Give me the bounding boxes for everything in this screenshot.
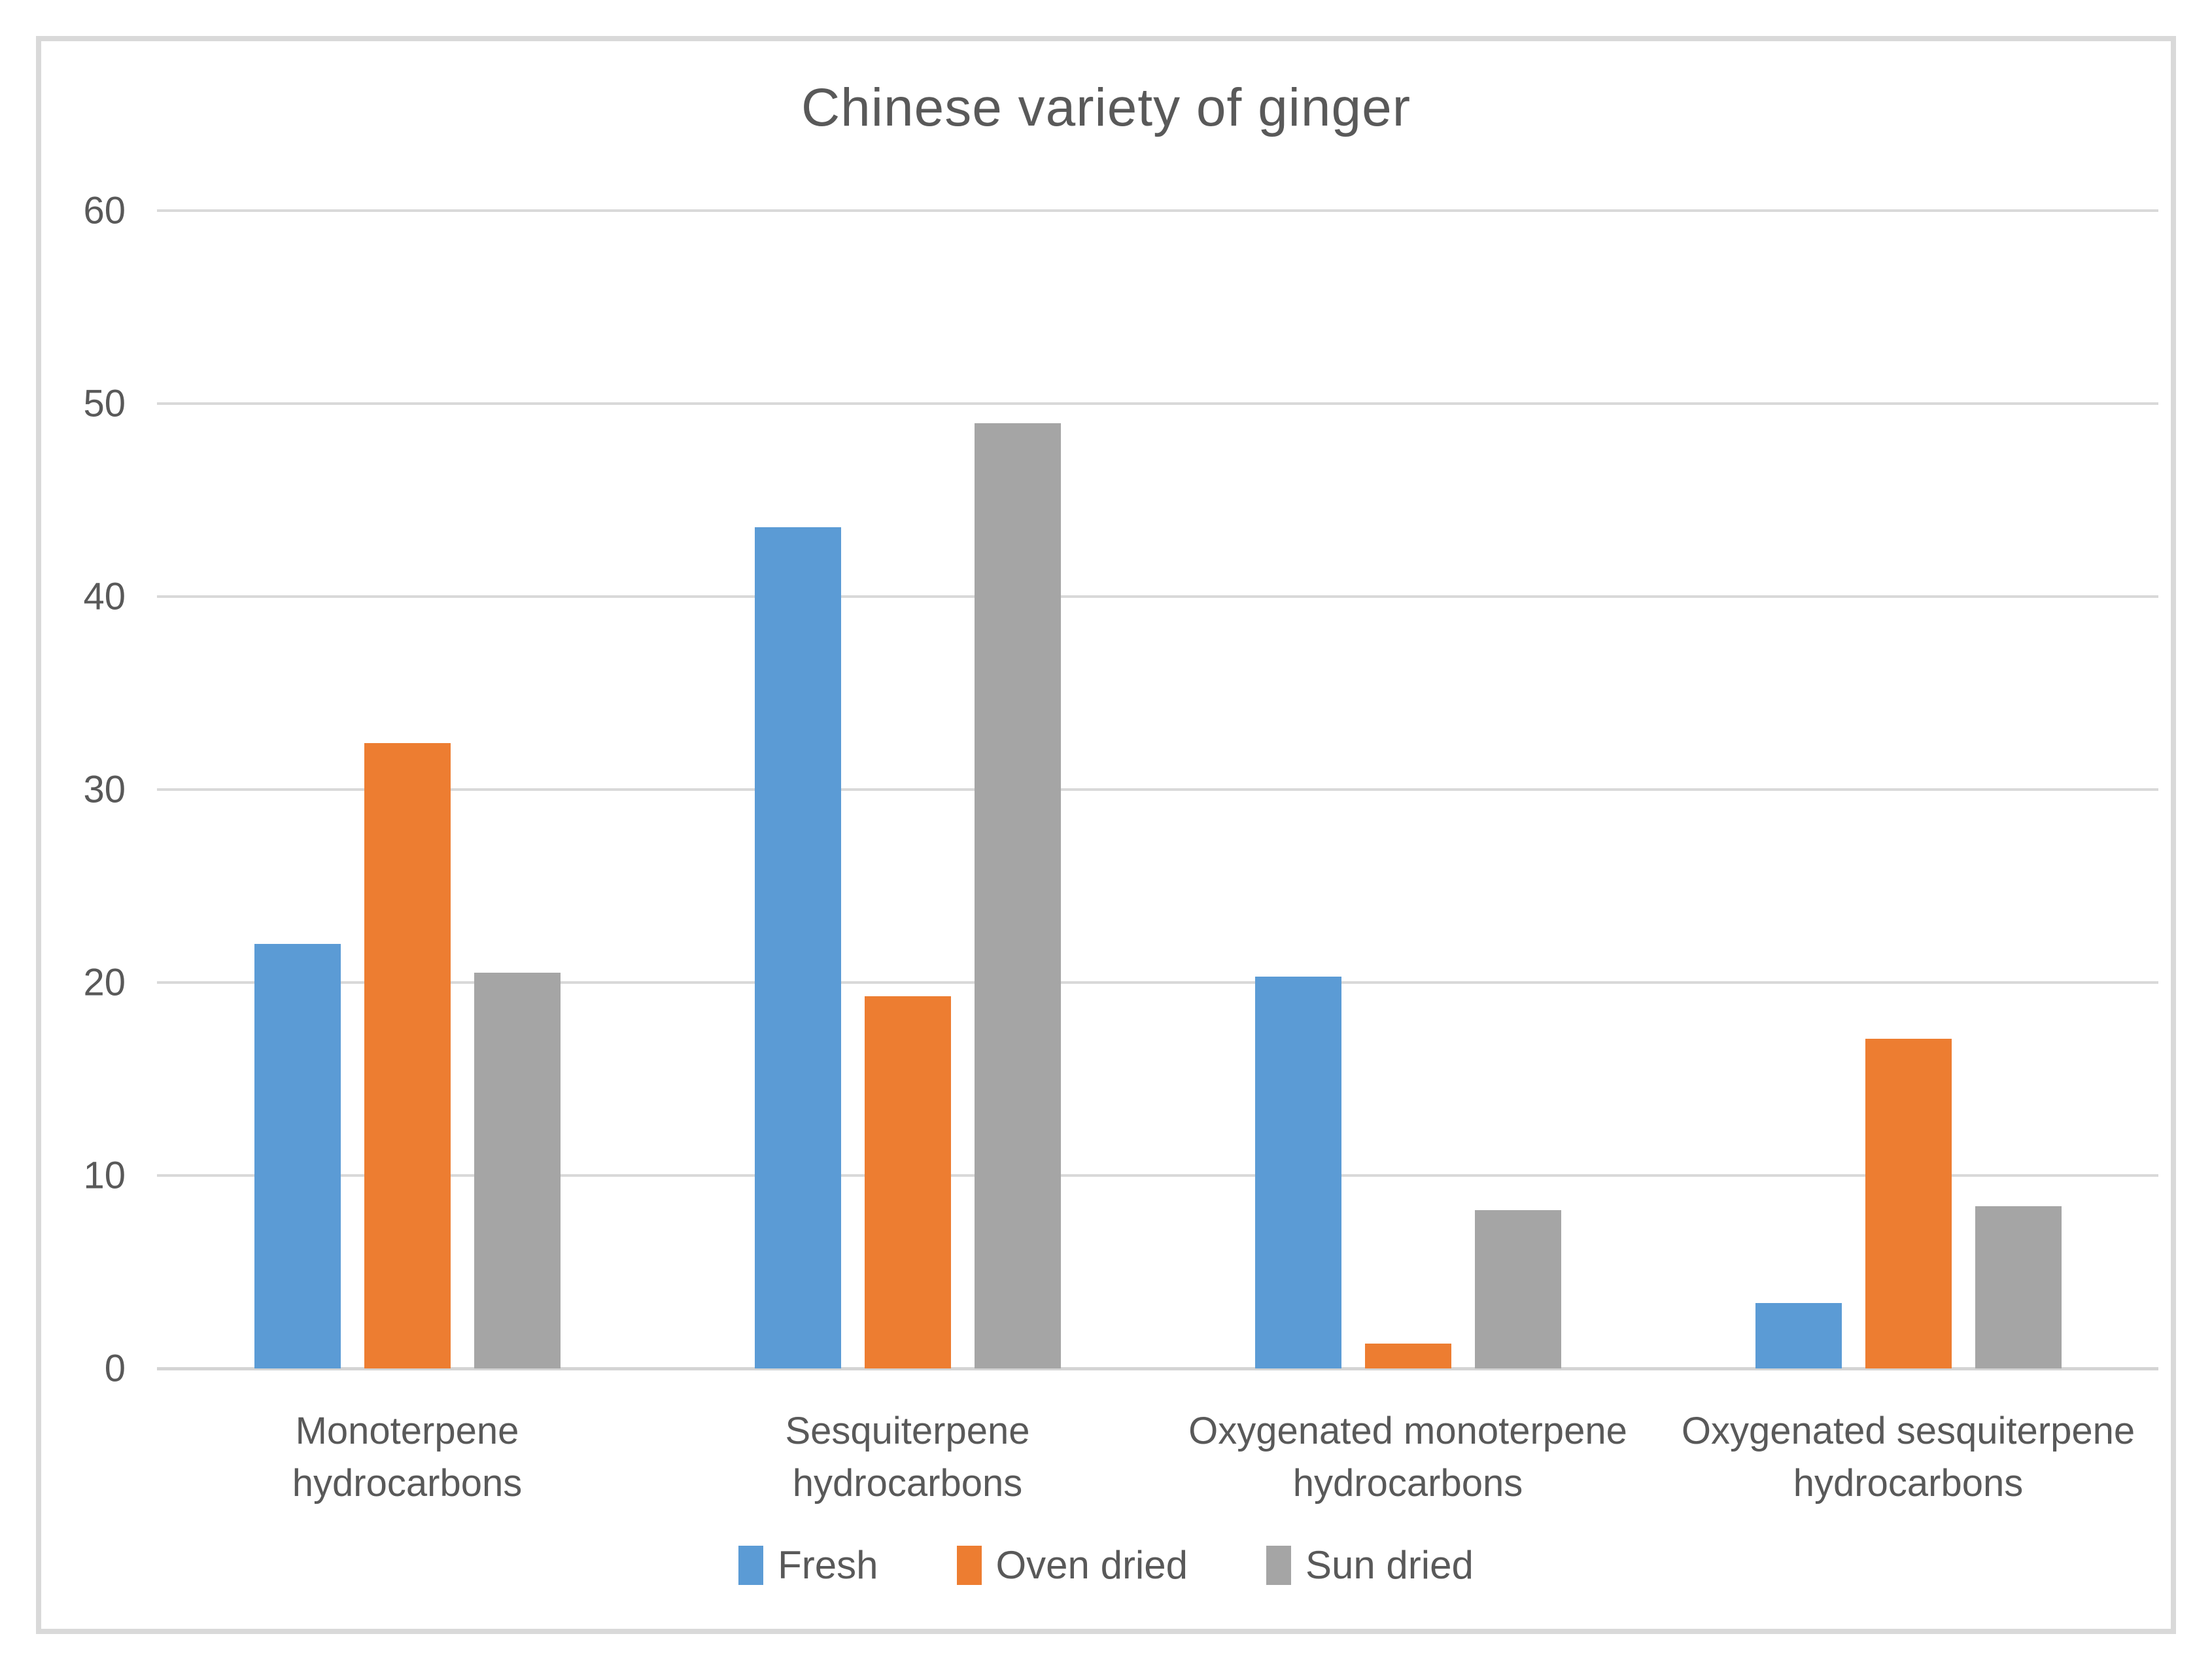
bar-fresh: [1755, 1302, 1842, 1368]
bar-oven-dried: [364, 743, 451, 1368]
bar-sun-dried: [1975, 1206, 2062, 1368]
gridline-40: [157, 595, 2158, 598]
y-tick-label-30: 30: [83, 768, 126, 811]
bar-group-oxygenated-monoterpene: [1158, 211, 1658, 1368]
x-category-label-line: hydrocarbons: [292, 1462, 523, 1505]
y-tick-label-10: 10: [83, 1154, 126, 1197]
bar-oven-dried: [864, 996, 951, 1368]
y-tick-label-20: 20: [83, 961, 126, 1004]
legend-item-fresh: Fresh: [738, 1542, 878, 1588]
legend-item-oven-dried: Oven dried: [956, 1542, 1188, 1588]
bar-group-oxygenated-sesquiterpene: [1658, 211, 2158, 1368]
x-category-label-monoterpene: Monoterpene hydrocarbons: [157, 1405, 657, 1510]
x-category-label-line: Monoterpene: [295, 1410, 519, 1452]
bar-fresh: [754, 527, 841, 1368]
x-category-label-line: Oxygenated monoterpene: [1188, 1410, 1627, 1452]
y-tick-label-0: 0: [104, 1347, 126, 1390]
x-axis-labels: Monoterpene hydrocarbons Sesquiterpene hydr…: [157, 1405, 2158, 1510]
legend-swatch-fresh: [738, 1545, 764, 1585]
x-category-label-sesquiterpene: Sesquiterpene hydrocarbons: [657, 1405, 1158, 1510]
gridline-10: [157, 1174, 2158, 1177]
gridline-30: [157, 788, 2158, 791]
x-category-label-line: hydrocarbons: [1292, 1462, 1523, 1505]
y-tick-label-40: 40: [83, 575, 126, 618]
bar-sun-dried: [974, 423, 1061, 1368]
plot-area: [157, 209, 2158, 1370]
bar-groups: [157, 211, 2158, 1368]
gridline-50: [157, 402, 2158, 405]
gridline-20: [157, 981, 2158, 984]
bar-oven-dried: [1364, 1343, 1451, 1368]
x-category-label-line: hydrocarbons: [792, 1462, 1023, 1505]
x-category-label-oxygenated-sesquiterpene: Oxygenated sesquiterpene hydrocarbons: [1658, 1405, 2158, 1510]
legend-swatch-oven-dried: [956, 1545, 982, 1585]
y-tick-label-60: 60: [83, 189, 126, 232]
gridline-0: [157, 1367, 2158, 1370]
y-tick-label-50: 50: [83, 382, 126, 425]
x-category-label-line: hydrocarbons: [1793, 1462, 2024, 1505]
legend-label-oven-dried: Oven dried: [995, 1543, 1188, 1587]
legend: Fresh Oven dried Sun dried: [0, 1542, 2212, 1588]
legend-label-fresh: Fresh: [778, 1543, 878, 1587]
x-category-label-line: Oxygenated sesquiterpene: [1681, 1410, 2135, 1452]
y-axis: 0 10 20 30 40 50 60: [0, 190, 126, 1390]
bar-fresh: [254, 944, 341, 1368]
bar-group-monoterpene: [157, 211, 657, 1368]
x-category-label-line: Sesquiterpene: [785, 1410, 1030, 1452]
bar-oven-dried: [1865, 1038, 1952, 1368]
bar-fresh: [1254, 977, 1341, 1368]
bar-group-sesquiterpene: [657, 211, 1158, 1368]
bar-sun-dried: [474, 973, 561, 1368]
legend-swatch-sun-dried: [1266, 1545, 1291, 1585]
chart-title: Chinese variety of ginger: [801, 78, 1411, 137]
x-category-label-oxygenated-monoterpene: Oxygenated monoterpene hydrocarbons: [1158, 1405, 1658, 1510]
bar-sun-dried: [1474, 1210, 1561, 1368]
gridline-60: [157, 209, 2158, 212]
legend-label-sun-dried: Sun dried: [1305, 1543, 1474, 1587]
legend-item-sun-dried: Sun dried: [1266, 1542, 1474, 1588]
